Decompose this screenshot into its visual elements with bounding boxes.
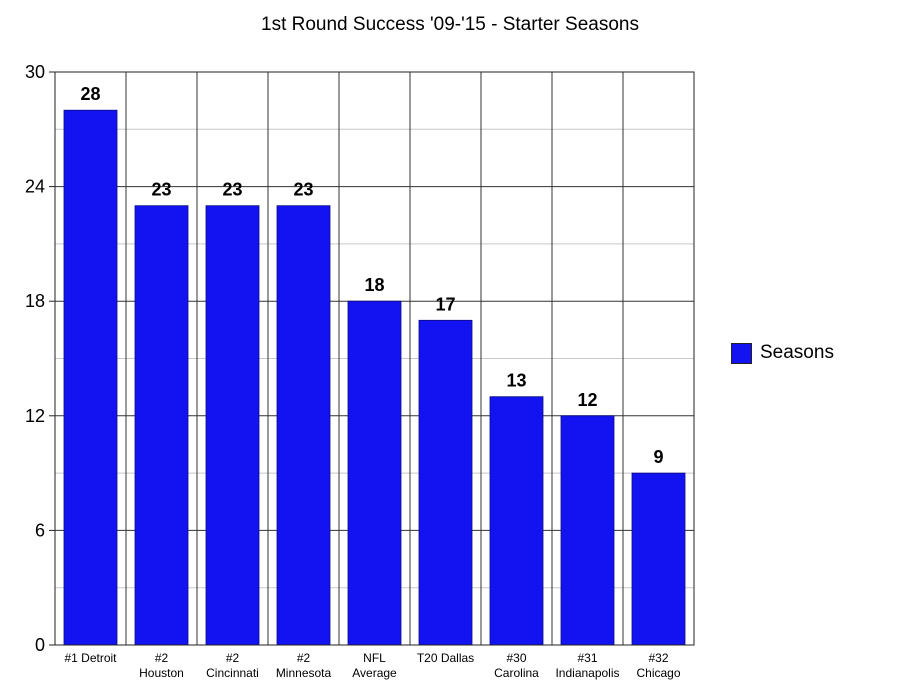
y-tick-label: 0 xyxy=(35,635,45,655)
bar xyxy=(276,205,331,646)
x-tick-label-line: NFL xyxy=(363,651,386,665)
x-tick-label-line: Houston xyxy=(139,666,184,680)
x-tick-label: #1 Detroit xyxy=(64,651,117,665)
bar xyxy=(560,415,615,646)
x-tick-label: #2 Houston xyxy=(139,651,184,680)
data-label: 23 xyxy=(222,180,242,200)
x-tick-label-line: T20 Dallas xyxy=(417,651,474,665)
y-tick-label: 12 xyxy=(25,406,45,426)
x-tick-label-line: Carolina xyxy=(494,666,539,680)
x-tick-label-line: Chicago xyxy=(636,666,680,680)
bar xyxy=(418,319,473,646)
x-tick-label-line: #2 xyxy=(297,651,311,665)
x-tick-label-line: #2 xyxy=(226,651,240,665)
chart-title: 1st Round Success '09-'15 - Starter Seas… xyxy=(261,14,639,35)
data-label: 23 xyxy=(151,180,171,200)
x-tick-label-line: #32 xyxy=(648,651,668,665)
x-tick-label: #32 Chicago xyxy=(636,651,680,680)
x-tick-label: #2 Cincinnati xyxy=(206,651,259,680)
plot-frame xyxy=(54,71,695,646)
bar xyxy=(205,205,260,646)
bars xyxy=(63,109,686,646)
x-tick-label-line: #1 Detroit xyxy=(64,651,117,665)
x-tick-label-line: #2 xyxy=(155,651,169,665)
x-tick-label-line: #30 xyxy=(506,651,526,665)
x-tick-label: #31 Indianapolis xyxy=(555,651,619,680)
legend-swatch xyxy=(731,342,752,364)
x-tick-label-line: #31 xyxy=(577,651,597,665)
x-tick-label: NFL Average xyxy=(352,651,397,680)
data-label: 28 xyxy=(80,84,100,104)
y-tick-label: 18 xyxy=(25,291,45,311)
bar xyxy=(63,109,118,646)
y-tick-label: 6 xyxy=(35,520,45,540)
bar xyxy=(631,472,686,646)
data-label: 23 xyxy=(293,180,313,200)
x-tick-label-line: Minnesota xyxy=(276,666,332,680)
y-tick-label: 30 xyxy=(25,62,45,82)
data-label: 12 xyxy=(577,390,597,410)
y-tick-label: 24 xyxy=(25,177,45,197)
data-label: 18 xyxy=(364,275,384,295)
legend: Seasons xyxy=(731,342,834,364)
data-label: 17 xyxy=(435,294,455,314)
x-tick-label: #30 Carolina xyxy=(494,651,539,680)
bar xyxy=(134,205,189,646)
data-label: 9 xyxy=(653,447,663,467)
legend-label: Seasons xyxy=(760,342,834,363)
bar xyxy=(347,300,402,646)
x-tick-label-line: Cincinnati xyxy=(206,666,259,680)
bar xyxy=(489,396,544,646)
x-tick-label-line: Average xyxy=(352,666,397,680)
x-tick-label: T20 Dallas xyxy=(417,651,474,665)
data-label: 13 xyxy=(506,371,526,391)
data-labels: 28 23 23 23 18 17 13 12 9 xyxy=(80,84,663,467)
x-tick-label-line: Indianapolis xyxy=(555,666,619,680)
x-tick-label: #2 Minnesota xyxy=(276,651,332,680)
